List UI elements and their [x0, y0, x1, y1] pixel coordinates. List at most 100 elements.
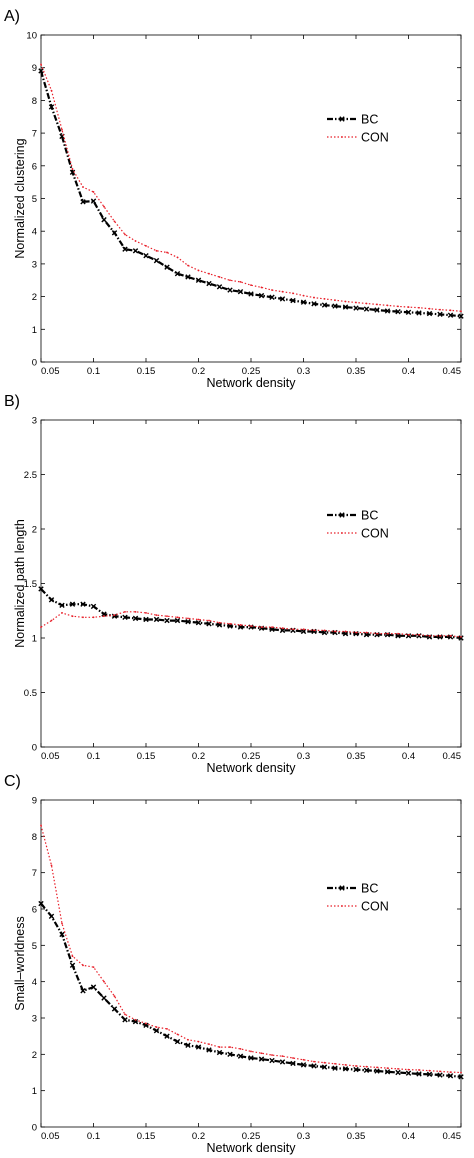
data-point-bc — [216, 284, 223, 290]
data-point-con — [82, 616, 84, 619]
x-tick-label: 0.3 — [297, 751, 310, 762]
data-point-con — [407, 306, 410, 308]
data-point-con — [61, 922, 63, 925]
legend-label-con: CON — [361, 900, 389, 914]
y-tick-label: 1.5 — [24, 579, 37, 590]
data-point-con — [428, 1069, 431, 1072]
data-point-con — [50, 89, 53, 92]
y-tick-label: 0 — [32, 358, 37, 369]
y-tick-label: 7 — [32, 129, 37, 140]
data-point-bc — [342, 304, 349, 310]
y-axis-label: Small–worldness — [13, 916, 27, 1010]
data-point-con — [355, 1065, 357, 1067]
data-point-con — [239, 1047, 242, 1050]
data-point-bc — [248, 1055, 254, 1061]
data-point-bc — [227, 287, 233, 293]
data-point-bc — [447, 1073, 454, 1079]
data-point-con — [365, 1065, 368, 1068]
data-point-con — [250, 625, 252, 627]
data-point-bc — [216, 1049, 223, 1056]
data-point-con — [92, 191, 95, 193]
x-tick-label: 0.2 — [192, 751, 205, 762]
data-point-bc — [395, 308, 401, 315]
data-point-con — [449, 634, 452, 637]
data-point-con — [187, 264, 189, 267]
legend-marker-con — [341, 136, 343, 138]
y-tick-label: 9 — [32, 796, 37, 807]
data-point-con — [292, 1057, 294, 1059]
x-tick-label: 0.4 — [402, 751, 415, 762]
data-point-bc — [426, 310, 433, 317]
data-point-con — [418, 633, 420, 636]
data-point-bc — [111, 1006, 118, 1012]
data-point-con — [260, 286, 263, 289]
data-point-bc — [101, 995, 107, 1001]
plot-frame — [40, 419, 462, 748]
data-point-bc — [342, 1066, 349, 1072]
data-point-bc — [416, 310, 422, 316]
y-tick-label: 3 — [32, 259, 37, 270]
data-point-con — [218, 1046, 221, 1048]
data-point-con — [208, 272, 210, 275]
data-point-bc — [258, 1056, 265, 1062]
data-point-bc — [321, 302, 328, 308]
data-point-con — [187, 1038, 189, 1041]
data-point-bc — [153, 257, 160, 264]
data-point-bc — [101, 611, 107, 617]
x-tick-label: 0.2 — [192, 366, 205, 377]
x-tick-label: 0.1 — [87, 1131, 100, 1142]
legend-marker-bc — [339, 885, 345, 891]
data-point-con — [397, 1067, 399, 1070]
data-point-con — [208, 1043, 210, 1046]
data-point-bc — [69, 169, 76, 176]
data-point-bc — [59, 602, 65, 608]
x-tick-label: 0.3 — [297, 366, 310, 377]
y-tick-label: 6 — [32, 905, 37, 916]
data-point-con — [386, 632, 389, 635]
y-tick-label: 1 — [32, 325, 37, 336]
data-point-con — [355, 301, 357, 304]
y-tick-label: 0.5 — [24, 688, 37, 699]
data-point-con — [134, 1018, 137, 1021]
data-point-con — [292, 292, 294, 295]
x-tick-label: 0.1 — [87, 366, 100, 377]
data-point-con — [208, 619, 210, 622]
data-point-con — [239, 624, 242, 626]
data-point-bc — [111, 230, 118, 236]
data-point-con — [344, 300, 347, 303]
data-point-bc — [332, 303, 338, 309]
data-point-con — [365, 631, 368, 634]
y-tick-label: 9 — [32, 63, 37, 74]
data-point-bc — [122, 1017, 128, 1023]
data-point-bc — [38, 900, 44, 907]
data-point-con — [460, 310, 462, 313]
data-point-con — [124, 1013, 126, 1016]
x-tick-label: 0.35 — [347, 751, 366, 762]
x-tick-label: 0.15 — [137, 366, 156, 377]
data-point-bc — [321, 1064, 328, 1070]
data-point-bc — [48, 104, 55, 110]
data-point-bc — [195, 620, 202, 626]
data-point-bc — [279, 296, 286, 302]
x-tick-label: 0.3 — [297, 1131, 310, 1142]
y-tick-label: 3 — [32, 416, 37, 427]
data-point-con — [418, 306, 420, 309]
data-point-con — [40, 626, 42, 628]
data-point-con — [124, 610, 126, 613]
data-point-bc — [437, 1072, 443, 1078]
data-point-con — [418, 1069, 420, 1071]
data-point-bc — [101, 217, 107, 223]
y-tick-label: 5 — [32, 941, 37, 952]
data-point-con — [134, 240, 137, 242]
x-tick-label: 0.35 — [347, 366, 366, 377]
data-point-bc — [174, 271, 181, 277]
data-point-bc — [153, 616, 160, 623]
x-tick-label: 0.25 — [242, 751, 261, 762]
data-point-con — [302, 294, 305, 297]
data-point-bc — [48, 597, 55, 603]
x-tick-label: 0.25 — [242, 366, 261, 377]
data-point-con — [145, 245, 147, 247]
y-tick-label: 1 — [32, 634, 37, 645]
legend-label-con: CON — [361, 527, 389, 541]
data-point-con — [355, 631, 357, 634]
